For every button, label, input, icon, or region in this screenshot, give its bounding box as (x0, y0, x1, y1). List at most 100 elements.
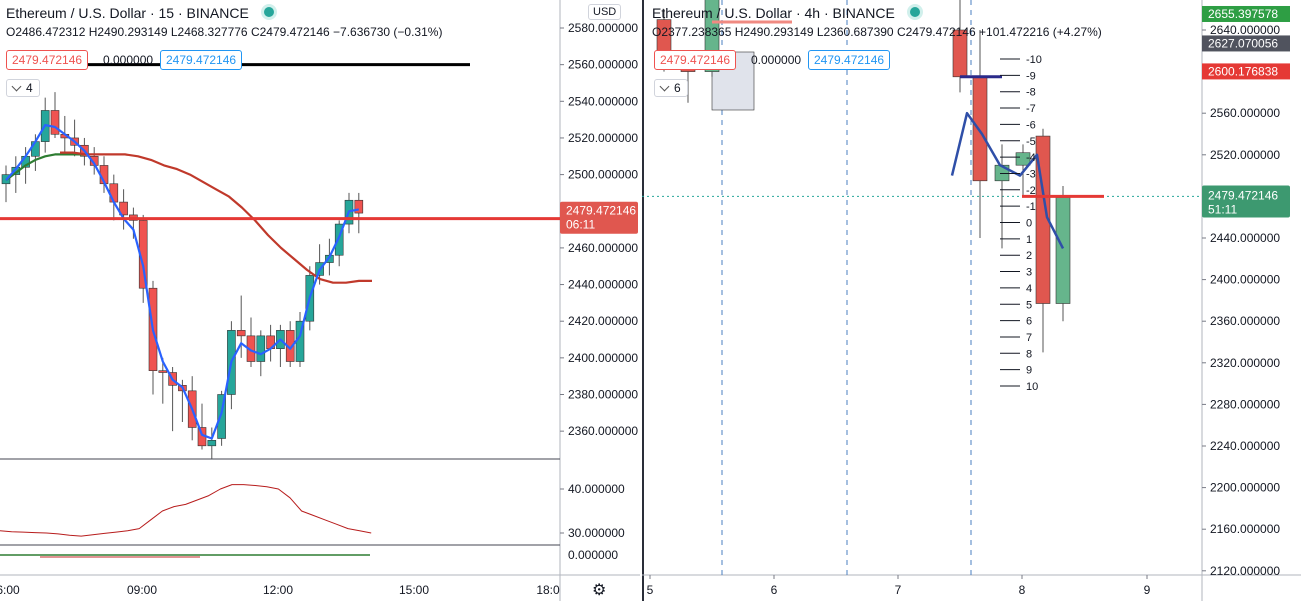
left-candle (256, 335, 266, 362)
left-y-tick-label: 2580.000000 (568, 21, 638, 35)
left-osc2-tick-label: 0.000000 (568, 548, 618, 562)
right-y-tick-label: 2200.000000 (1210, 481, 1280, 495)
right-y-tick-label: 2160.000000 (1210, 522, 1280, 536)
right-ruler-label: 6 (1026, 316, 1032, 328)
right-open: O2377.238365 (652, 25, 732, 39)
left-chart-pane[interactable]: 2580.000000 2560.000000 2540.000000 2520.00… (0, 0, 640, 601)
left-candle (50, 110, 60, 135)
market-open-icon (906, 4, 923, 20)
left-ohlc: O2486.472312 H2490.293149 L2468.327776 C… (6, 25, 442, 39)
left-y-tick-label: 2460.000000 (568, 241, 638, 255)
left-y-tick-label: 2500.000000 (568, 168, 638, 182)
left-candle (236, 330, 246, 337)
left-indicators-toggle[interactable]: 4 (6, 79, 40, 97)
right-sell-button[interactable]: 2479.472146 (654, 50, 737, 70)
right-ruler-label: -2 (1026, 185, 1036, 197)
left-symbol: Ethereum / U.S. Dollar (6, 5, 147, 21)
right-price-tag-box (1202, 63, 1290, 80)
currency-label[interactable]: USD (588, 4, 622, 20)
right-candle (1015, 152, 1031, 166)
market-open-icon (260, 4, 277, 20)
right-candle (1055, 197, 1071, 304)
right-ruler-label: 0 (1026, 218, 1032, 230)
left-candle (158, 370, 168, 373)
left-spread: 0.000000 (103, 53, 154, 67)
right-exchange: BINANCE (832, 5, 895, 21)
left-x-tick-label: 12:00 (263, 583, 293, 597)
right-ruler-label: -5 (1026, 136, 1036, 148)
left-low: L2468.327776 (170, 25, 248, 39)
right-ruler-label: -4 (1026, 152, 1036, 164)
left-candle (31, 141, 40, 157)
right-ruler-label: -3 (1026, 168, 1036, 180)
left-x-tick-label: 09:00 (127, 583, 157, 597)
right-spread: 0.000000 (751, 53, 802, 67)
right-price-label: 2479.472146 (1208, 189, 1278, 203)
right-ruler-label: 10 (1026, 381, 1038, 393)
chevron-down-icon (659, 81, 670, 92)
right-chart-canvas[interactable]: 2640.000000 2 6 0 0.000000 2560.000000 2520.00… (642, 0, 1301, 601)
left-y-tick-label: 2420.000000 (568, 314, 638, 328)
right-ruler-label: -1 (1026, 201, 1036, 213)
left-y-tick-label: 2560.000000 (568, 58, 638, 72)
right-price-tag: 2600.176838 (1208, 64, 1278, 78)
left-candle (119, 201, 128, 216)
right-y-tick-label: 2400.000000 (1210, 273, 1280, 287)
left-open: O2486.472312 (6, 25, 86, 39)
left-y-tick-label: 2540.000000 (568, 94, 638, 108)
right-ma-line (950, 111, 1065, 249)
right-ruler-label: -9 (1026, 70, 1036, 82)
left-x-tick-label: 15:00 (399, 583, 429, 597)
left-sell-button[interactable]: 2479.472146 (6, 50, 89, 70)
right-low: L2360.687390 (816, 25, 894, 39)
right-chart-pane[interactable]: 2640.000000 2 6 0 0.000000 2560.000000 2520.00… (642, 0, 1301, 601)
left-osc-tick-label: 30.000000 (568, 526, 625, 540)
left-y-tick-label: 2440.000000 (568, 278, 638, 292)
right-y-tick-label: 2360.000000 (1210, 314, 1280, 328)
right-ruler-label: 4 (1026, 283, 1032, 295)
right-buy-button[interactable]: 2479.472146 (808, 50, 891, 70)
right-y-tick-label: 2640.000000 (1210, 23, 1280, 37)
right-price-tag-box (1202, 35, 1290, 52)
left-osc-tick-label: 40.000000 (568, 482, 625, 496)
right-indicators-count: 6 (674, 81, 681, 95)
right-price-label-box (1202, 185, 1290, 218)
left-exchange: BINANCE (186, 5, 249, 21)
left-y-tick-label: 2520.000000 (568, 131, 638, 145)
right-y-tick-label: 2560.000000 (1210, 106, 1280, 120)
right-ruler-label: -10 (1026, 54, 1042, 66)
right-ruler-label: 3 (1026, 267, 1032, 279)
right-x-tick-label: 6 (771, 583, 778, 597)
left-close: C2479.472146 (250, 25, 330, 39)
right-x-tick-label: 5 (647, 583, 654, 597)
right-y-tick-label: 2280.000000 (1210, 397, 1280, 411)
right-interval: 4h (804, 5, 821, 21)
right-close: C2479.472146 (896, 25, 976, 39)
left-y-tick-label: 2400.000000 (568, 351, 638, 365)
left-change: −7.636730 (−0.31%) (333, 25, 443, 39)
gear-icon[interactable]: ⚙ (592, 582, 607, 599)
left-candle (207, 440, 217, 447)
right-x-tick-label: 8 (1019, 583, 1026, 597)
left-chart-canvas[interactable]: 2580.000000 2560.000000 2540.000000 2520.00… (0, 0, 640, 601)
right-x-tick-label: 9 (1144, 583, 1151, 597)
right-price-tag: 2627.070056 (1208, 36, 1278, 50)
left-ma-slow-line (60, 151, 372, 284)
right-chart-header: Ethereum / U.S. Dollar · 4h · BINANCE (652, 4, 923, 21)
left-indicators-count: 4 (26, 81, 33, 95)
right-ruler-label: 7 (1026, 332, 1032, 344)
right-price-tag: 2655.397578 (1208, 7, 1278, 21)
right-y-tick-label: 2240.000000 (1210, 439, 1280, 453)
left-chart-header: Ethereum / U.S. Dollar · 15 · BINANCE (6, 4, 277, 21)
left-y-tick-label: 2360.000000 (568, 424, 638, 438)
right-ruler-label: 2 (1026, 250, 1032, 262)
left-buy-button[interactable]: 2479.472146 (160, 50, 243, 70)
right-indicators-toggle[interactable]: 6 (654, 79, 688, 97)
right-ruler-label: 8 (1026, 348, 1032, 360)
left-ma-fast-line (5, 123, 360, 440)
left-y-tick-label: 2380.000000 (568, 388, 638, 402)
left-x-tick-label: 6:00 (0, 583, 20, 597)
right-ohlc: O2377.238365 H2490.293149 L2360.687390 C… (652, 25, 1102, 39)
left-oscillator-line (0, 484, 372, 537)
right-ruler-label: -6 (1026, 119, 1036, 131)
